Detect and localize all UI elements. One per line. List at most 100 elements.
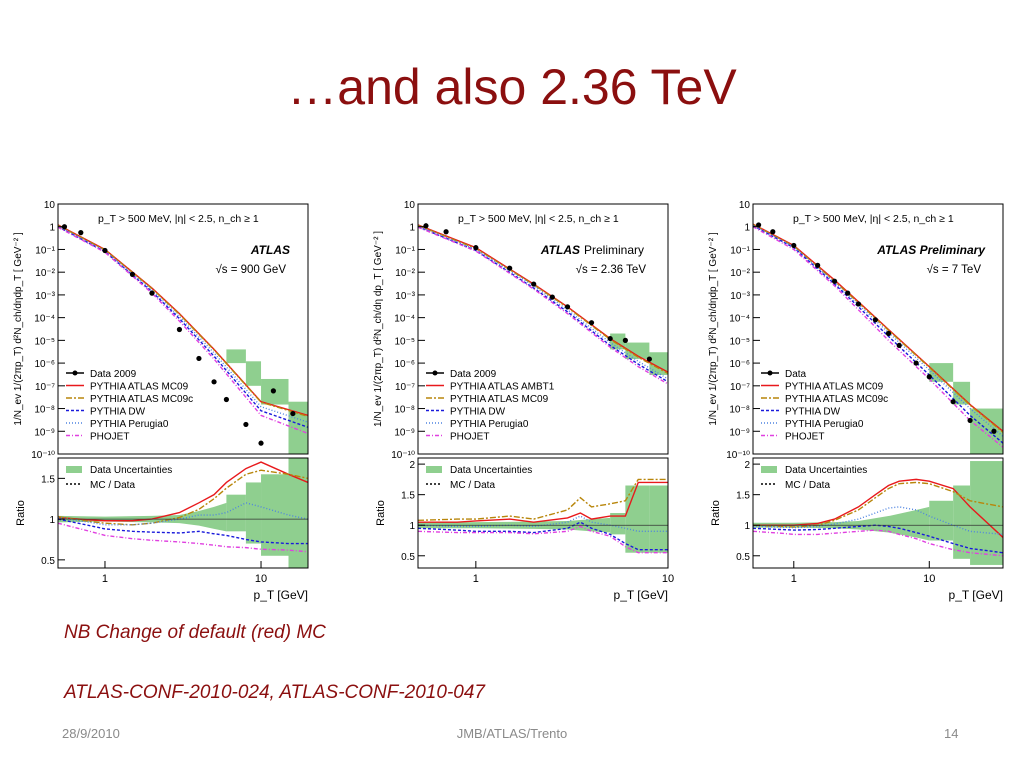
note-default-mc: NB Change of default (red) MC (64, 622, 326, 643)
mc-ratio-curve (752, 481, 1004, 528)
data-point (622, 337, 628, 343)
y-tick-label: 10⁻⁹ (729, 427, 750, 438)
energy-label: √s = 7 TeV (927, 263, 982, 276)
y-axis-label: 1/N_ev 1/(2πp_T) d²N_ch/dηdp_T [ GeV⁻² ] (708, 232, 719, 425)
mc-curve (57, 226, 309, 428)
data-point (815, 262, 821, 268)
legend-marker (72, 370, 78, 376)
data-point (129, 271, 136, 277)
mc-ratio-curve (417, 525, 668, 554)
data-point (196, 355, 202, 362)
y-tick-label: 10⁻⁹ (394, 427, 415, 438)
y-tick-label: 10⁻⁶ (729, 359, 750, 370)
y-tick-label: 10⁻¹ (395, 245, 415, 256)
data-point (549, 294, 555, 300)
mc-curve (417, 226, 669, 385)
y-tick-label: 10⁻⁸ (34, 405, 55, 416)
y-tick-label: 10⁻⁷ (395, 382, 415, 393)
mc-ratio-curve (417, 515, 668, 533)
legend-swatch (761, 466, 777, 473)
y-tick-label: 10⁻¹⁰ (391, 450, 415, 461)
ratio-uncertainty-band (753, 506, 930, 541)
legend-label: Data (785, 369, 807, 380)
data-point (443, 229, 449, 235)
y-tick-label: 10⁻² (730, 268, 750, 279)
y-tick-label: 10⁻⁷ (35, 382, 55, 393)
y-tick-label: 10⁻³ (35, 291, 55, 302)
mc-ratio-curve (57, 518, 308, 545)
experiment-label: ATLAS Preliminary (876, 243, 986, 257)
data-point (290, 410, 296, 417)
mc-curve (752, 225, 1004, 444)
ratio-frame (752, 457, 1004, 569)
ratio-tick-label: 0.5 (736, 552, 750, 563)
mc-curve (752, 226, 1004, 448)
ratio-axis-label: Ratio (375, 500, 387, 526)
main-frame (57, 203, 309, 455)
ratio-tick-label: 0.5 (41, 556, 55, 567)
data-point (831, 278, 838, 284)
legend-label: PYTHIA ATLAS MC09 (90, 382, 189, 393)
mc-ratio-curve (57, 502, 309, 526)
data-point (991, 428, 997, 434)
y-tick-label: 10 (404, 200, 416, 211)
y-tick-label: 10⁻¹ (730, 245, 750, 256)
x-tick-label: 10 (255, 573, 267, 585)
y-tick-label: 10⁻⁷ (730, 382, 750, 393)
mc-curve (57, 226, 309, 435)
footer-page-number: 14 (944, 726, 959, 741)
legend-label: Data 2009 (450, 369, 497, 380)
y-tick-label: 10⁻⁹ (34, 427, 55, 438)
legend-marker (767, 370, 773, 376)
ratio-tick-label: 1.5 (41, 474, 55, 485)
legend-label: PYTHIA Perugia0 (450, 419, 529, 430)
data-point (473, 245, 479, 251)
data-point (770, 229, 776, 235)
ratio-frame (57, 457, 309, 569)
y-tick-label: 1 (744, 223, 750, 234)
mc-ratio-curve (57, 522, 309, 553)
y-tick-label: 10⁻³ (730, 291, 750, 302)
legend-swatch (66, 466, 82, 473)
ratio-uncertainty-box (953, 485, 971, 559)
y-tick-label: 10⁻¹⁰ (31, 450, 55, 461)
plot-2.36tev: 10 1 10⁻¹ 10⁻² 10⁻³ 10⁻⁴ 10⁻⁵ 10⁻⁶ 10⁻⁷ 10⁻⁸ 10⁻⁹ 1… (373, 200, 674, 602)
legend-label: PHOJET (90, 432, 129, 443)
mc-curve (752, 223, 1004, 433)
ratio-tick-label: 1 (409, 521, 415, 532)
legend-label: PYTHIA ATLAS MC09c (785, 394, 888, 405)
main-frame (417, 203, 669, 455)
y-tick-label: 10⁻⁵ (394, 336, 415, 347)
plot-900gev: 10 1 10⁻¹ 10⁻² 10⁻³ 10⁻⁴ 10⁻⁵ 10⁻⁶ 10⁻⁷ 10⁻⁸ 10⁻⁹ 1… (13, 200, 309, 602)
legend-label: Data Uncertainties (450, 465, 532, 476)
ratio-uncertainty-box (970, 461, 1003, 565)
mc-curve (57, 225, 309, 423)
data-point (885, 330, 892, 337)
y-tick-label: 10 (739, 200, 751, 211)
y-tick-label: 10⁻⁵ (34, 336, 55, 347)
mc-ratio-curve (752, 529, 1004, 557)
y-tick-label: 10⁻¹ (35, 245, 55, 256)
mc-ratio-curve (417, 478, 668, 522)
legend-label: MC / Data (90, 480, 135, 491)
mc-ratio-curve (418, 481, 668, 523)
note-references: ATLAS-CONF-2010-024, ATLAS-CONF-2010-047 (64, 682, 485, 703)
experiment-label: ATLAS (540, 243, 580, 257)
x-tick-label: 1 (473, 573, 479, 585)
ratio-uncertainty-band (58, 502, 227, 532)
ratio-tick-label: 0.5 (401, 552, 415, 563)
uncertainty-box (625, 342, 650, 360)
y-tick-label: 10⁻⁵ (729, 336, 750, 347)
ratio-uncertainty-box (288, 458, 308, 568)
data-point (243, 421, 249, 428)
plot-7tev: 10 1 10⁻¹ 10⁻² 10⁻³ 10⁻⁴ 10⁻⁵ 10⁻⁶ 10⁻⁷ 10⁻⁸ 10⁻⁹ 1… (708, 200, 1004, 602)
legend-label: PYTHIA ATLAS MC09c (90, 394, 193, 405)
legend-label: Data Uncertainties (785, 465, 867, 476)
y-tick-label: 10 (44, 200, 56, 211)
cuts-label: p_T > 500 MeV, |η| < 2.5, n_ch ≥ 1 (458, 213, 619, 225)
legend-label: PYTHIA DW (450, 407, 506, 418)
legend-label: PYTHIA Perugia0 (90, 419, 169, 430)
data-point (967, 417, 973, 424)
ratio-tick-label: 1.5 (401, 491, 415, 502)
y-tick-label: 1 (409, 223, 415, 234)
